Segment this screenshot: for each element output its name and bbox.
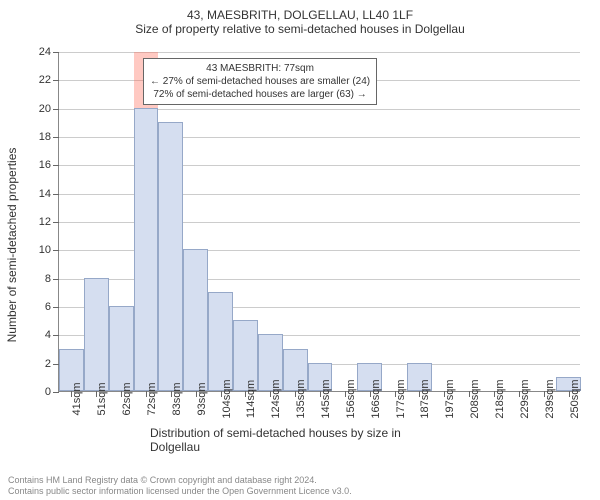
x-tick-label: 72sqm (146, 382, 158, 415)
y-tick-label: 12 (39, 216, 51, 228)
chart-container: 43, MAESBRITH, DOLGELLAU, LL40 1LF Size … (0, 8, 600, 468)
y-tick (53, 194, 59, 195)
x-tick-label: 51sqm (96, 382, 108, 415)
y-tick-label: 18 (39, 131, 51, 143)
y-tick (53, 250, 59, 251)
y-tick (53, 222, 59, 223)
y-tick-label: 10 (39, 244, 51, 256)
y-tick (53, 109, 59, 110)
histogram-bar (208, 292, 233, 391)
y-tick (53, 80, 59, 81)
y-tick-label: 0 (45, 386, 51, 398)
y-tick (53, 307, 59, 308)
x-tick-label: 208sqm (469, 379, 481, 418)
footer-line1: Contains HM Land Registry data © Crown c… (8, 475, 352, 486)
x-tick-label: 124sqm (270, 379, 282, 418)
x-tick-label: 239sqm (544, 379, 556, 418)
x-tick-label: 62sqm (121, 382, 133, 415)
y-tick (53, 137, 59, 138)
x-tick-label: 156sqm (345, 379, 357, 418)
y-tick (53, 279, 59, 280)
histogram-bar (183, 249, 208, 391)
x-tick-label: 229sqm (519, 379, 531, 418)
y-tick-label: 6 (45, 301, 51, 313)
x-axis-title: Distribution of semi-detached houses by … (150, 426, 450, 454)
y-axis-title: Number of semi-detached properties (5, 148, 19, 343)
y-tick (53, 52, 59, 53)
histogram-bar (84, 278, 109, 391)
x-tick-label: 41sqm (71, 382, 83, 415)
x-tick-label: 104sqm (221, 379, 233, 418)
x-tick-label: 114sqm (245, 380, 257, 418)
x-tick-label: 135sqm (295, 379, 307, 418)
y-tick (53, 392, 59, 393)
histogram-bar (109, 306, 134, 391)
histogram-bar (158, 122, 183, 391)
y-tick (53, 335, 59, 336)
x-tick-label: 177sqm (395, 379, 407, 418)
y-tick-label: 8 (45, 273, 51, 285)
y-tick-label: 16 (39, 159, 51, 171)
annotation-line3: 72% of semi-detached houses are larger (… (150, 88, 370, 101)
y-tick (53, 165, 59, 166)
x-tick-label: 197sqm (444, 379, 456, 418)
plot-area: 02468101214161820222441sqm51sqm62sqm72sq… (58, 52, 580, 392)
annotation-box: 43 MAESBRITH: 77sqm← 27% of semi-detache… (143, 58, 377, 105)
x-tick-label: 250sqm (569, 379, 581, 418)
histogram-bar (134, 108, 159, 391)
y-tick-label: 22 (39, 74, 51, 86)
y-tick-label: 4 (45, 329, 51, 341)
x-tick-label: 83sqm (171, 382, 183, 415)
x-tick-label: 145sqm (320, 379, 332, 418)
annotation-line2: ← 27% of semi-detached houses are smalle… (150, 75, 370, 88)
y-tick-label: 24 (39, 46, 51, 58)
footer-text: Contains HM Land Registry data © Crown c… (8, 475, 352, 497)
annotation-line1: 43 MAESBRITH: 77sqm (150, 62, 370, 75)
chart-title-sub: Size of property relative to semi-detach… (0, 22, 600, 36)
chart-title-main: 43, MAESBRITH, DOLGELLAU, LL40 1LF (0, 8, 600, 22)
x-tick-label: 218sqm (494, 379, 506, 418)
y-tick-label: 14 (39, 188, 51, 200)
x-tick-label: 93sqm (196, 382, 208, 415)
x-tick-label: 166sqm (370, 379, 382, 418)
y-tick-label: 2 (45, 358, 51, 370)
y-tick-label: 20 (39, 103, 51, 115)
footer-line2: Contains public sector information licen… (8, 486, 352, 497)
x-tick-label: 187sqm (419, 379, 431, 418)
